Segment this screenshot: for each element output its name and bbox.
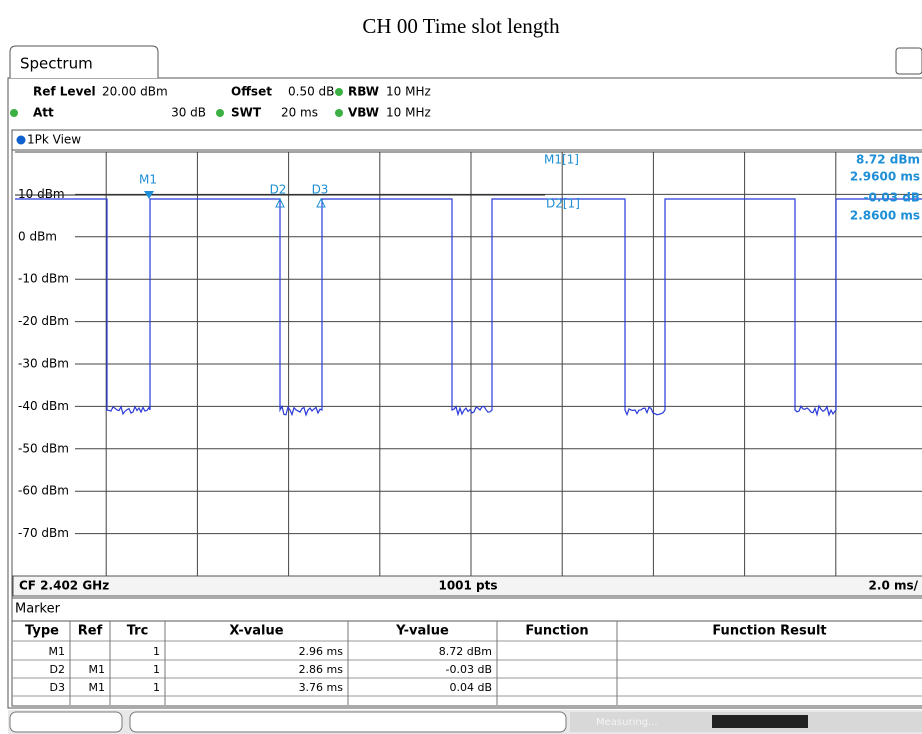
table-cell: 1 <box>153 645 160 658</box>
marker-d3 <box>316 197 326 208</box>
table-cell: 3.76 ms <box>299 681 344 694</box>
y-tick-label: -70 dBm <box>18 526 69 540</box>
setting-value: 10 MHz <box>386 85 431 99</box>
table-cell: M1 <box>89 681 106 694</box>
table-cell: 2.86 ms <box>299 663 344 676</box>
marker-label: M1 <box>139 173 157 187</box>
marker-d2 <box>275 197 285 208</box>
column-header: Function <box>525 624 588 639</box>
marker-readout: 2.9600 ms <box>850 170 920 184</box>
tab-label[interactable]: Spectrum <box>20 55 93 73</box>
input-field[interactable] <box>129 711 567 733</box>
y-tick-label: -50 dBm <box>18 441 69 455</box>
y-tick-label: 10 dBm <box>18 187 65 201</box>
setting-value: 10 MHz <box>386 106 431 120</box>
y-tick-label: -10 dBm <box>18 272 69 286</box>
marker-label: D3 <box>312 183 329 197</box>
marker-readout: -0.03 dB <box>863 191 920 205</box>
status-dot <box>335 109 343 117</box>
plot: 10 dBm 0 dBm -10 dBm -20 dBm -30 dBm -40 dBm -… <box>18 187 922 540</box>
y-tick-label: -60 dBm <box>18 484 69 498</box>
setting-label: SWT <box>231 106 262 120</box>
footer-bar <box>12 575 922 597</box>
marker-readout: 2.8600 ms <box>850 209 920 223</box>
setting-label: Att <box>33 106 54 120</box>
table-cell: 8.72 dBm <box>439 645 492 658</box>
table-cell: -0.03 dB <box>446 663 493 676</box>
page-title: CH 00 Time slot length <box>362 14 560 38</box>
column-header: Ref <box>78 624 103 639</box>
table-cell: 1 <box>153 681 160 694</box>
y-tick-label: -20 dBm <box>18 314 69 328</box>
status-dot <box>335 88 343 96</box>
table-cell: M1 <box>49 645 66 658</box>
points: 1001 pts <box>438 579 497 593</box>
trace <box>15 198 922 417</box>
setting-label: Offset <box>231 85 272 99</box>
column-header: Function Result <box>712 624 826 639</box>
y-tick-label: 0 dBm <box>18 229 57 243</box>
setting-value: 0.50 dB <box>288 85 334 99</box>
icon-button[interactable] <box>895 47 922 75</box>
marker-readout: D2[1] <box>546 197 580 211</box>
column-header: Type <box>25 624 59 639</box>
table-cell: D3 <box>50 681 65 694</box>
setting-label: Ref Level <box>33 85 96 99</box>
table-cell: M1 <box>89 663 106 676</box>
marker-readout: M1[1] <box>544 153 579 167</box>
setting-value: 20 ms <box>281 106 318 120</box>
setting-value: 20.00 dBm <box>102 85 168 99</box>
table-cell: D2 <box>50 663 65 676</box>
status-dot <box>10 109 18 117</box>
table-cell: 1 <box>153 663 160 676</box>
marker-readout: 8.72 dBm <box>856 153 920 167</box>
column-header: Y-value <box>395 624 449 639</box>
table-cell: 0.04 dB <box>449 681 492 694</box>
marker-m1 <box>144 191 154 199</box>
marker-panel <box>11 597 922 707</box>
column-header: X-value <box>229 624 283 639</box>
marker-table: Type Ref Trc X-value Y-value Function Function… <box>12 620 922 715</box>
softkey[interactable] <box>9 711 123 733</box>
table-cell: 2.96 ms <box>299 645 344 658</box>
status-dot <box>216 109 224 117</box>
y-tick-label: -40 dBm <box>18 399 69 413</box>
setting-label: VBW <box>348 106 379 120</box>
span: 2.0 ms/ <box>869 579 919 593</box>
setting-value: 30 dB <box>171 106 206 120</box>
setting-label: RBW <box>348 85 379 99</box>
tab[interactable] <box>9 45 159 78</box>
table-title: Marker <box>15 602 61 617</box>
y-tick-label: -30 dBm <box>18 357 69 371</box>
center-frequency: CF 2.402 GHz <box>19 579 109 593</box>
marker-label: D2 <box>270 183 287 197</box>
trace-dot <box>16 135 26 145</box>
column-header: Trc <box>127 624 149 639</box>
status-text: Measuring... <box>596 717 658 728</box>
view-label: 1Pk View <box>27 133 81 147</box>
progress-bar <box>712 715 808 728</box>
